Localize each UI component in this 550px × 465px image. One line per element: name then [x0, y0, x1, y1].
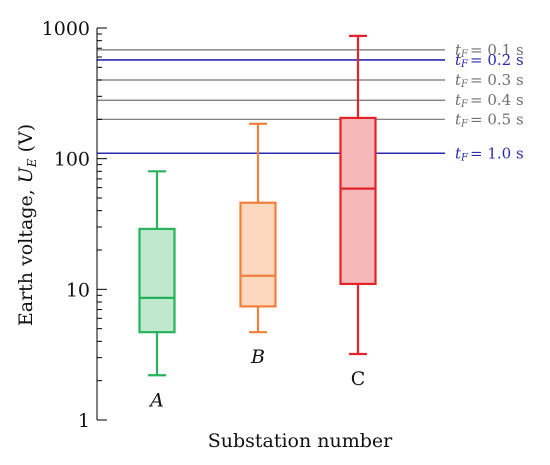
- y-ticks: 1 10 100 1000: [42, 18, 107, 432]
- x-axis-label: Substation number: [208, 430, 393, 452]
- y-tick-label: 1: [78, 410, 90, 432]
- reference-line-label: tF = 0.2 s: [455, 51, 524, 70]
- box-b: [239, 122, 277, 334]
- box-label-c: C: [351, 368, 366, 390]
- box-iqr: [339, 116, 377, 286]
- box-label-a: A: [148, 389, 164, 411]
- reference-line-label: tF = 0.5 s: [455, 110, 524, 129]
- reference-labels: tF = 0.1 stF = 0.2 stF = 0.3 stF = 0.4 stF = …: [455, 41, 524, 163]
- reference-line-label: tF = 1.0 s: [455, 144, 524, 163]
- reference-lines: [97, 49, 445, 155]
- reference-line-label: tF = 0.4 s: [455, 91, 524, 110]
- y-tick-label: 1000: [42, 18, 90, 40]
- y-tick-label: 100: [54, 149, 90, 171]
- box-labels: A B C: [148, 346, 365, 411]
- box-iqr: [239, 201, 277, 308]
- box-c: [339, 34, 377, 356]
- y-axis-label: Earth voltage, UE (V): [15, 124, 39, 326]
- box-label-b: B: [250, 346, 265, 368]
- reference-line-label: tF = 0.1 s: [455, 41, 524, 60]
- box-series: [138, 34, 377, 377]
- y-tick-label: 10: [66, 279, 90, 301]
- box-iqr: [138, 227, 176, 334]
- reference-line-label: tF = 0.3 s: [455, 71, 524, 90]
- box-a: [138, 170, 176, 377]
